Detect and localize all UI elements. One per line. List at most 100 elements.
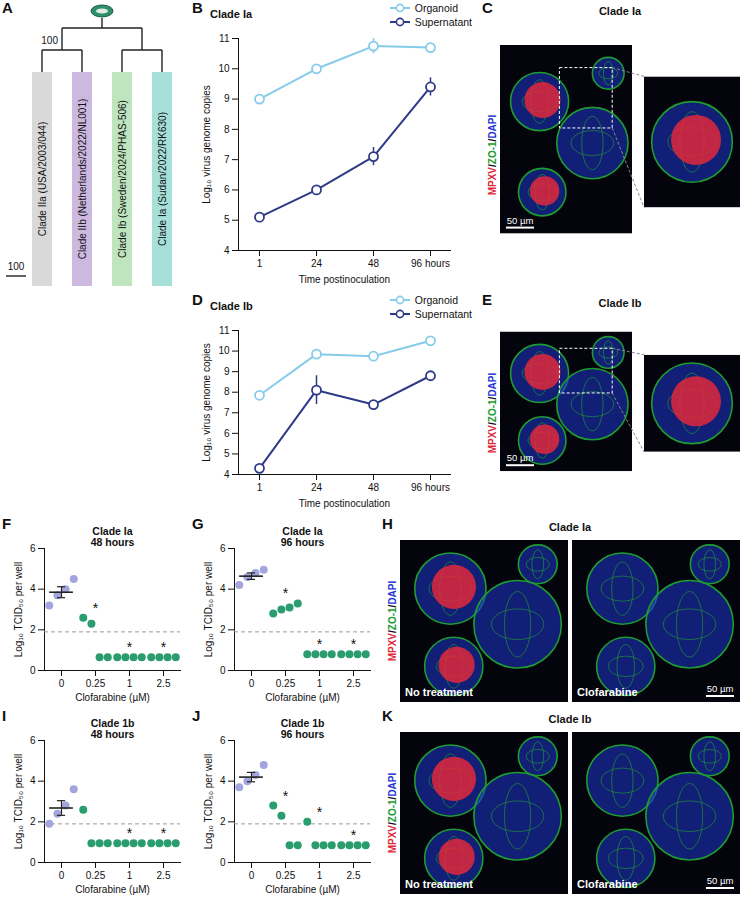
svg-text:Clade 1b96 hours: Clade 1b96 hours bbox=[281, 717, 325, 740]
svg-text:0.25: 0.25 bbox=[86, 870, 106, 881]
svg-text:4: 4 bbox=[220, 583, 226, 594]
svg-text:MPXV/ZO-1/DAPI: MPXV/ZO-1/DAPI bbox=[487, 372, 498, 453]
svg-text:Log₁₀ TCID₅₀ per well: Log₁₀ TCID₅₀ per well bbox=[13, 562, 24, 658]
svg-text:0: 0 bbox=[59, 870, 65, 881]
svg-text:Log₁₀ TCID₅₀ per well: Log₁₀ TCID₅₀ per well bbox=[203, 562, 214, 658]
svg-text:10: 10 bbox=[218, 345, 230, 356]
svg-text:4: 4 bbox=[30, 583, 36, 594]
svg-text:6: 6 bbox=[30, 735, 36, 746]
svg-text:Clofarabine (µM): Clofarabine (µM) bbox=[265, 884, 340, 895]
svg-text:*: * bbox=[283, 585, 289, 601]
svg-text:Clade Ib (Sweden/2024/PHAS-506: Clade Ib (Sweden/2024/PHAS-506) bbox=[117, 100, 128, 258]
svg-text:48: 48 bbox=[368, 482, 380, 493]
svg-text:Clade Ib: Clade Ib bbox=[599, 297, 642, 309]
svg-text:MPXV/ZO-1/DAPI: MPXV/ZO-1/DAPI bbox=[387, 772, 398, 853]
svg-text:Log₁₀ TCID₅₀ per well: Log₁₀ TCID₅₀ per well bbox=[13, 754, 24, 850]
svg-text:*: * bbox=[161, 639, 167, 655]
svg-text:*: * bbox=[317, 636, 323, 652]
svg-text:Clade Ib: Clade Ib bbox=[549, 713, 592, 725]
svg-text:100: 100 bbox=[8, 261, 25, 272]
svg-text:0: 0 bbox=[249, 870, 255, 881]
svg-text:7: 7 bbox=[224, 407, 230, 418]
svg-text:Clade Ia96 hours: Clade Ia96 hours bbox=[281, 525, 325, 548]
svg-text:6: 6 bbox=[224, 184, 230, 195]
svg-text:50 µm: 50 µm bbox=[507, 452, 534, 463]
svg-text:2: 2 bbox=[220, 816, 226, 827]
svg-text:48: 48 bbox=[368, 258, 380, 269]
svg-text:1: 1 bbox=[317, 678, 323, 689]
svg-text:Clade Ia: Clade Ia bbox=[549, 521, 592, 533]
svg-text:No treatment: No treatment bbox=[405, 686, 473, 698]
svg-text:*: * bbox=[161, 825, 167, 841]
svg-text:7: 7 bbox=[224, 154, 230, 165]
svg-text:Log₁₀ virus genome copies: Log₁₀ virus genome copies bbox=[201, 85, 212, 204]
svg-text:Time postinoculation: Time postinoculation bbox=[299, 498, 390, 509]
svg-text:Clofarabine: Clofarabine bbox=[577, 686, 638, 698]
svg-text:2.5: 2.5 bbox=[347, 678, 361, 689]
svg-text:0: 0 bbox=[249, 678, 255, 689]
svg-text:*: * bbox=[317, 804, 323, 820]
svg-text:MPXV/ZO-1/DAPI: MPXV/ZO-1/DAPI bbox=[387, 580, 398, 661]
svg-text:24: 24 bbox=[311, 258, 323, 269]
svg-text:Clofarabine: Clofarabine bbox=[577, 878, 638, 890]
svg-text:0: 0 bbox=[220, 665, 226, 676]
svg-text:*: * bbox=[351, 827, 357, 843]
svg-text:10: 10 bbox=[218, 63, 230, 74]
svg-text:4: 4 bbox=[220, 775, 226, 786]
svg-text:Clade IIa (USA/2003/044): Clade IIa (USA/2003/044) bbox=[37, 122, 48, 237]
svg-text:*: * bbox=[127, 639, 133, 655]
svg-text:*: * bbox=[127, 825, 133, 841]
svg-text:11: 11 bbox=[219, 33, 230, 44]
svg-text:Time postinoculation: Time postinoculation bbox=[299, 274, 390, 285]
svg-text:4: 4 bbox=[30, 775, 36, 786]
svg-text:Log₁₀ TCID₅₀ per well: Log₁₀ TCID₅₀ per well bbox=[203, 754, 214, 850]
svg-text:96 hours: 96 hours bbox=[411, 258, 450, 269]
svg-text:96 hours: 96 hours bbox=[411, 482, 450, 493]
svg-text:6: 6 bbox=[224, 428, 230, 439]
svg-text:50 µm: 50 µm bbox=[507, 215, 534, 226]
svg-text:2: 2 bbox=[220, 624, 226, 635]
svg-text:6: 6 bbox=[220, 543, 226, 554]
svg-text:0: 0 bbox=[220, 857, 226, 868]
svg-text:Clofarabine (µM): Clofarabine (µM) bbox=[75, 692, 150, 703]
svg-text:8: 8 bbox=[224, 124, 230, 135]
svg-text:Clade 1b48 hours: Clade 1b48 hours bbox=[91, 717, 135, 740]
svg-text:1: 1 bbox=[317, 870, 323, 881]
svg-text:8: 8 bbox=[224, 386, 230, 397]
svg-text:MPXV/ZO-1/DAPI: MPXV/ZO-1/DAPI bbox=[487, 114, 498, 195]
svg-text:2: 2 bbox=[30, 624, 36, 635]
svg-text:1: 1 bbox=[257, 482, 263, 493]
svg-text:2: 2 bbox=[30, 816, 36, 827]
svg-text:Clofarabine (µM): Clofarabine (µM) bbox=[265, 692, 340, 703]
svg-text:Log₁₀ virus genome copies: Log₁₀ virus genome copies bbox=[201, 343, 212, 462]
svg-text:24: 24 bbox=[311, 482, 323, 493]
svg-text:2.5: 2.5 bbox=[347, 870, 361, 881]
svg-text:4: 4 bbox=[224, 245, 230, 256]
svg-text:0.25: 0.25 bbox=[86, 678, 106, 689]
svg-text:Clofarabine (µM): Clofarabine (µM) bbox=[75, 884, 150, 895]
svg-text:0: 0 bbox=[59, 678, 65, 689]
svg-text:0: 0 bbox=[30, 857, 36, 868]
svg-text:11: 11 bbox=[219, 325, 230, 336]
svg-text:1: 1 bbox=[127, 678, 133, 689]
svg-text:Clade Ia48 hours: Clade Ia48 hours bbox=[91, 525, 135, 548]
svg-text:0.25: 0.25 bbox=[276, 678, 296, 689]
svg-text:No treatment: No treatment bbox=[405, 878, 473, 890]
svg-text:*: * bbox=[93, 600, 99, 616]
svg-text:*: * bbox=[351, 636, 357, 652]
svg-text:1: 1 bbox=[257, 258, 263, 269]
svg-text:2.5: 2.5 bbox=[157, 870, 171, 881]
svg-text:50 µm: 50 µm bbox=[707, 875, 734, 886]
svg-text:9: 9 bbox=[224, 366, 230, 377]
svg-text:5: 5 bbox=[224, 214, 230, 225]
svg-text:Clade Ia: Clade Ia bbox=[599, 5, 642, 17]
svg-text:6: 6 bbox=[220, 735, 226, 746]
svg-text:4: 4 bbox=[224, 469, 230, 480]
svg-text:9: 9 bbox=[224, 93, 230, 104]
svg-text:100: 100 bbox=[41, 35, 58, 46]
svg-text:6: 6 bbox=[30, 543, 36, 554]
svg-text:0.25: 0.25 bbox=[276, 870, 296, 881]
svg-text:0: 0 bbox=[30, 665, 36, 676]
svg-text:Clade IIb (Netherlands/2022/NL: Clade IIb (Netherlands/2022/NL001) bbox=[77, 99, 88, 260]
svg-text:Clade Ia (Sudan/2022/RK630): Clade Ia (Sudan/2022/RK630) bbox=[157, 112, 168, 246]
